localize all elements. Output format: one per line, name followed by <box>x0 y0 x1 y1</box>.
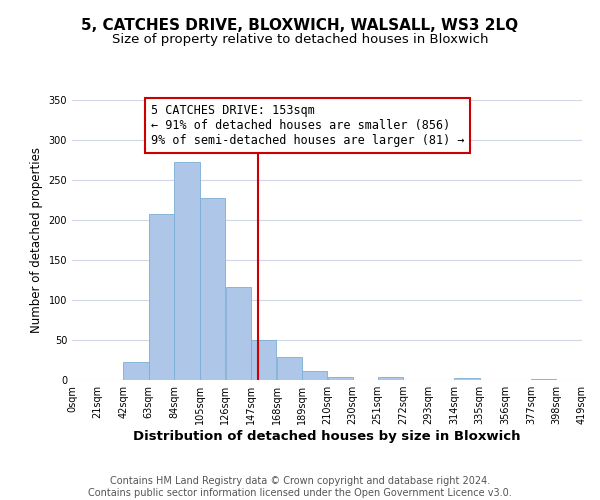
Text: 5 CATCHES DRIVE: 153sqm
← 91% of detached houses are smaller (856)
9% of semi-de: 5 CATCHES DRIVE: 153sqm ← 91% of detache… <box>151 104 464 147</box>
Bar <box>200 198 225 380</box>
Text: Contains HM Land Registry data © Crown copyright and database right 2024.
Contai: Contains HM Land Registry data © Crown c… <box>88 476 512 498</box>
Text: Size of property relative to detached houses in Bloxwich: Size of property relative to detached ho… <box>112 32 488 46</box>
Bar <box>377 377 403 380</box>
Bar <box>124 362 149 380</box>
Bar <box>149 214 174 380</box>
X-axis label: Distribution of detached houses by size in Bloxwich: Distribution of detached houses by size … <box>133 430 521 443</box>
Text: 5, CATCHES DRIVE, BLOXWICH, WALSALL, WS3 2LQ: 5, CATCHES DRIVE, BLOXWICH, WALSALL, WS3… <box>82 18 518 32</box>
Bar <box>531 379 556 380</box>
Bar <box>175 162 200 380</box>
Bar <box>226 287 251 380</box>
Bar <box>328 377 353 380</box>
Bar <box>302 371 328 380</box>
Bar <box>277 357 302 380</box>
Bar <box>454 378 479 380</box>
Y-axis label: Number of detached properties: Number of detached properties <box>30 147 43 333</box>
Bar <box>251 340 277 380</box>
